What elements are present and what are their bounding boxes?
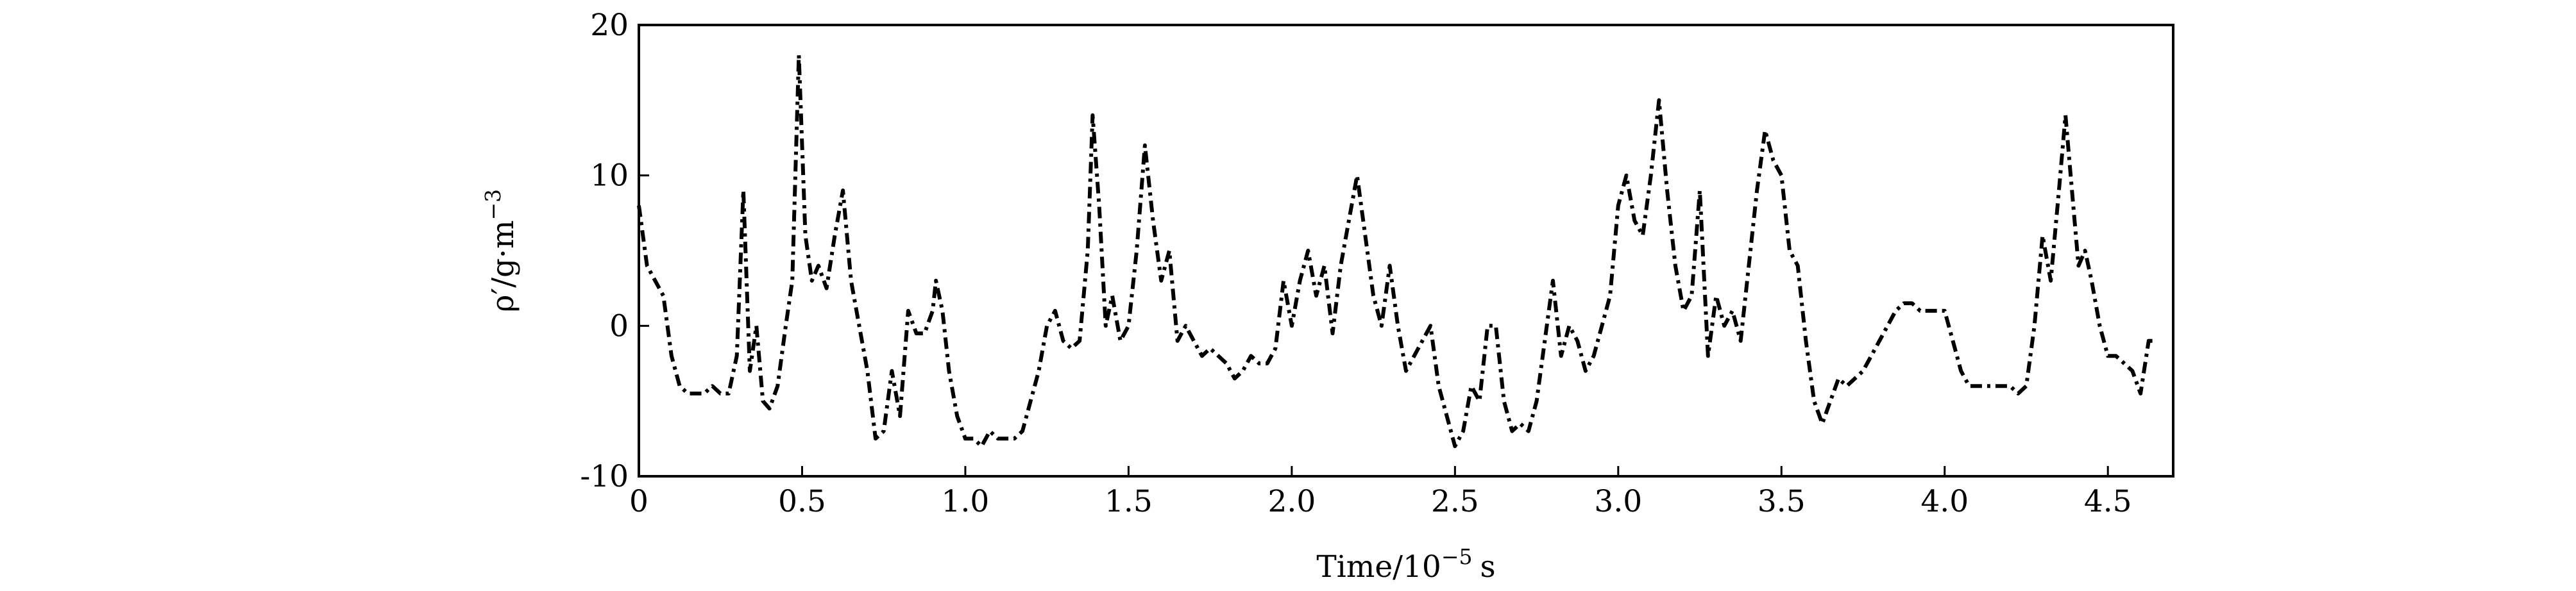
x-axis-label: Time/10−5 s bbox=[1316, 544, 1495, 585]
y-axis-label: ρ′/g·m−3 bbox=[480, 189, 521, 312]
data-line bbox=[637, 53, 2157, 449]
y-tick-label: 20 bbox=[590, 8, 629, 43]
x-tick-label: 3.0 bbox=[1594, 484, 1642, 519]
y-tick-label: 10 bbox=[590, 158, 629, 194]
x-label-unit: s bbox=[1480, 549, 1495, 585]
x-tick-label: 2.5 bbox=[1431, 484, 1479, 519]
y-label-main: ρ′/g·m bbox=[486, 220, 521, 312]
x-tick-label: 3.5 bbox=[1758, 484, 1806, 519]
x-tick-label: 1.0 bbox=[942, 484, 990, 519]
x-tick-label: 2.0 bbox=[1267, 484, 1316, 519]
x-label-sup: −5 bbox=[1441, 544, 1473, 569]
x-tick-label: 1.5 bbox=[1105, 484, 1153, 519]
x-tick-label: 4.0 bbox=[1920, 484, 1969, 519]
x-tick-label: 0 bbox=[629, 484, 648, 519]
x-label-main: Time/10 bbox=[1316, 549, 1441, 585]
x-tick-label: 0.5 bbox=[778, 484, 826, 519]
x-tick-label: 4.5 bbox=[2084, 484, 2132, 519]
plot-frame bbox=[638, 24, 2174, 478]
y-tick-label: -10 bbox=[580, 459, 629, 494]
y-tick-label: 0 bbox=[609, 308, 629, 344]
y-label-sup: −3 bbox=[480, 189, 505, 221]
